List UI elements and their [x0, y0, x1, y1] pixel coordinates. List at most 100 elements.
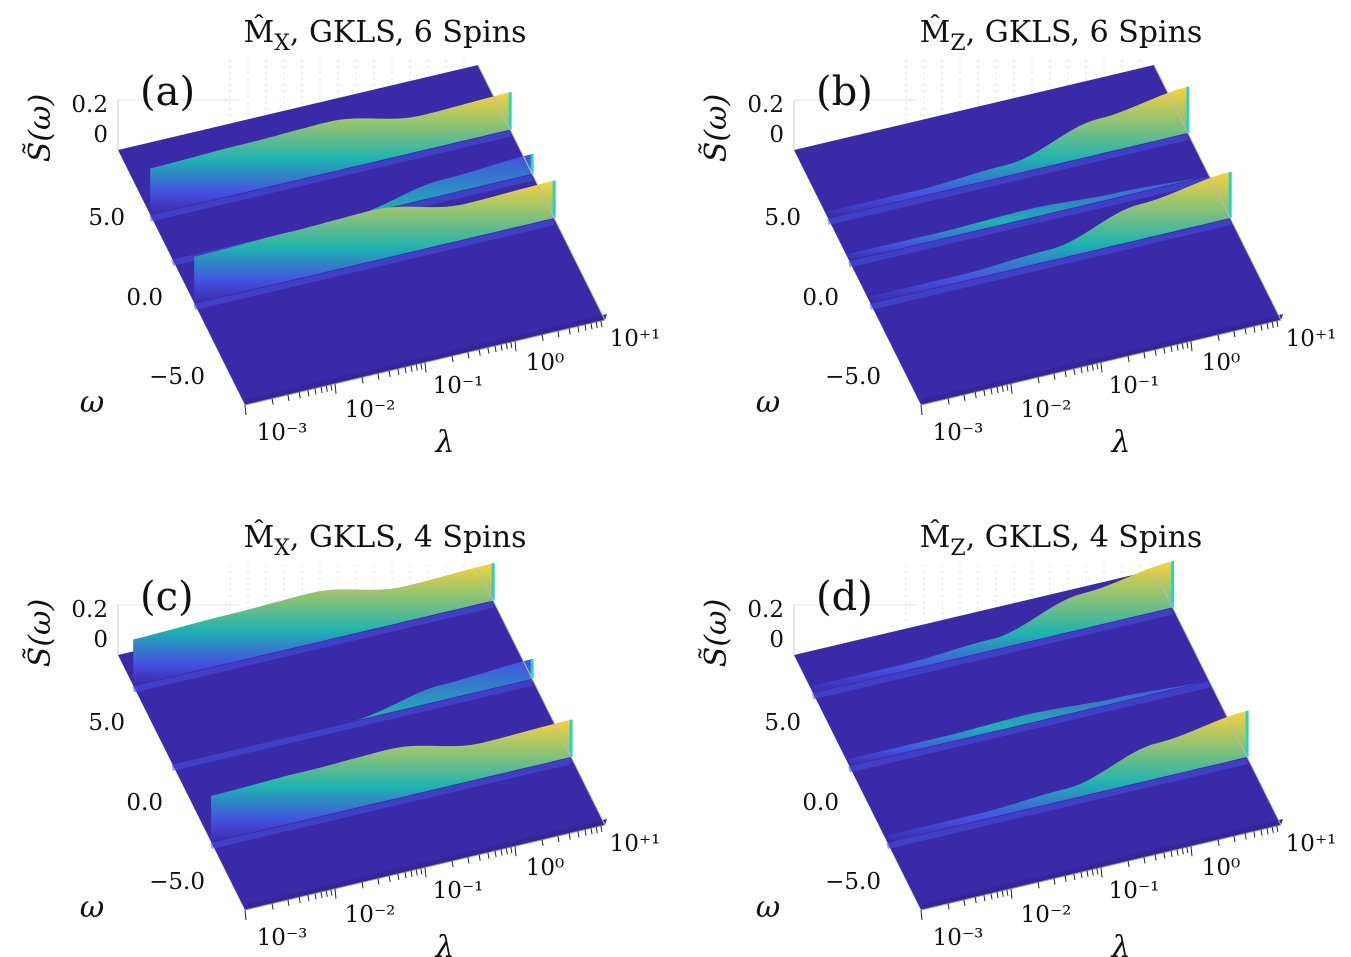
floor-edge — [245, 314, 607, 405]
lambda-minor-tick — [244, 909, 247, 921]
lambda-minor-tick — [410, 870, 413, 877]
omega-axis-label: ω — [80, 890, 104, 925]
lambda-minor-tick — [920, 404, 923, 416]
lambda-minor-tick — [1073, 368, 1076, 375]
lambda-minor-tick — [467, 352, 470, 359]
title-rest: , GKLS, 6 Spins — [290, 15, 527, 50]
lambda-minor-tick — [420, 868, 423, 875]
title-rest: , GKLS, 4 Spins — [966, 520, 1203, 555]
panel-title: M̂Z, GKLS, 4 Spins — [920, 520, 1203, 561]
lambda-minor-tick — [377, 373, 380, 380]
z-axis-label: S̃(ω) — [699, 599, 734, 667]
lambda-minor-tick — [1271, 321, 1274, 329]
z-tick-label: 0 — [769, 122, 784, 148]
lambda-minor-tick — [451, 356, 454, 363]
lambda-minor-tick — [388, 875, 391, 883]
lambda-minor-tick — [361, 882, 364, 889]
lambda-minor-tick — [983, 390, 986, 397]
panel-a: M̂X, GKLS, 6 Spins (a) 0.2 0 S̃(ω) 5.0 0.0 −5.0… — [23, 15, 661, 460]
z-tick-label: 0 — [769, 627, 784, 653]
lambda-minor-tick — [420, 363, 423, 370]
lambda-minor-tick — [478, 349, 481, 356]
omega-axis-label: ω — [756, 385, 780, 420]
lambda-minor-tick — [1233, 836, 1236, 843]
lambda-minor-tick — [557, 836, 560, 843]
lambda-minor-tick — [271, 903, 274, 910]
lambda-tick-label: 10⁺¹ — [610, 326, 661, 352]
lambda-minor-tick — [487, 852, 490, 859]
panel-label: (a) — [140, 69, 195, 115]
lambda-tick-label: 10⁻¹ — [433, 373, 484, 399]
lambda-minor-tick — [983, 895, 986, 902]
ridge-shadow — [811, 608, 1174, 700]
lambda-minor-tick — [467, 857, 470, 864]
z-axis-label: S̃(ω) — [699, 94, 734, 162]
lambda-tick-label: 10⁰ — [526, 855, 565, 881]
lambda-minor-tick — [1096, 868, 1099, 875]
title-operator: M̂ — [243, 520, 274, 555]
omega-tick-label: −5.0 — [825, 364, 881, 390]
panel-label: (d) — [816, 574, 873, 620]
ridge-shadow — [886, 758, 1248, 849]
ridge-omega-1 — [172, 154, 533, 259]
lambda-minor-tick — [271, 398, 274, 405]
lambda-minor-tick — [1127, 861, 1130, 868]
lambda-tick-label: 10⁻¹ — [1109, 373, 1160, 399]
lambda-minor-tick — [494, 850, 497, 858]
lambda-minor-tick — [920, 909, 923, 921]
lambda-minor-tick — [600, 320, 603, 328]
ridge-omega-0 — [827, 86, 1188, 218]
floor-edge — [245, 819, 607, 910]
panel-label: (c) — [140, 574, 194, 620]
title-rest: , GKLS, 4 Spins — [290, 520, 527, 555]
lambda-minor-tick — [584, 829, 587, 836]
lambda-minor-tick — [1181, 848, 1184, 855]
title-subscript: X — [274, 31, 290, 56]
omega-tick-label: 5.0 — [764, 710, 801, 736]
lambda-minor-tick — [1154, 854, 1157, 861]
omega-tick-label: 0.0 — [802, 285, 839, 311]
lambda-minor-tick — [334, 888, 337, 899]
lambda-axis-label: λ — [434, 425, 454, 460]
lambda-minor-tick — [1143, 352, 1146, 359]
ridge-omega-2 — [194, 180, 555, 303]
lambda-minor-tick — [1276, 825, 1279, 833]
lambda-tick-label: 10⁻³ — [257, 925, 308, 951]
panel-title: M̂Z, GKLS, 6 Spins — [920, 15, 1203, 56]
lambda-minor-tick — [1253, 831, 1256, 838]
lambda-minor-tick — [996, 386, 999, 394]
ridge-shadow — [171, 679, 533, 771]
floor-edge — [921, 819, 1283, 910]
ridge-omega-2 — [870, 171, 1231, 303]
lambda-minor-tick — [1091, 869, 1094, 876]
lambda-minor-tick — [1064, 875, 1067, 883]
lambda-minor-tick — [397, 873, 400, 880]
lambda-minor-tick — [404, 367, 407, 374]
floor-edge — [921, 314, 1283, 405]
lambda-minor-tick — [320, 891, 323, 899]
lambda-tick-label: 10⁻² — [1021, 397, 1072, 423]
lambda-minor-tick — [1170, 850, 1173, 858]
lambda-minor-tick — [307, 895, 310, 902]
lambda-tick-label: 10⁻² — [345, 397, 396, 423]
lambda-minor-tick — [1127, 356, 1130, 363]
title-subscript: Z — [950, 31, 965, 56]
lambda-minor-tick — [963, 394, 966, 401]
lambda-minor-tick — [590, 828, 593, 835]
lambda-minor-tick — [1073, 873, 1076, 880]
lambda-minor-tick — [1086, 365, 1089, 372]
omega-tick-label: 0.0 — [126, 790, 163, 816]
lambda-minor-tick — [388, 370, 391, 378]
lambda-minor-tick — [287, 394, 290, 401]
lambda-tick-label: 10⁺¹ — [610, 831, 661, 857]
ridge-shadow — [193, 219, 555, 310]
lambda-minor-tick — [287, 899, 290, 906]
lambda-minor-tick — [500, 344, 503, 351]
lambda-minor-tick — [1253, 326, 1256, 333]
lambda-minor-tick — [1217, 839, 1220, 846]
lambda-minor-tick — [1244, 833, 1247, 840]
lambda-minor-tick — [1080, 367, 1083, 374]
lambda-tick-label: 10⁻³ — [933, 925, 984, 951]
omega-tick-label: 5.0 — [764, 205, 801, 231]
lambda-minor-tick — [505, 848, 508, 855]
